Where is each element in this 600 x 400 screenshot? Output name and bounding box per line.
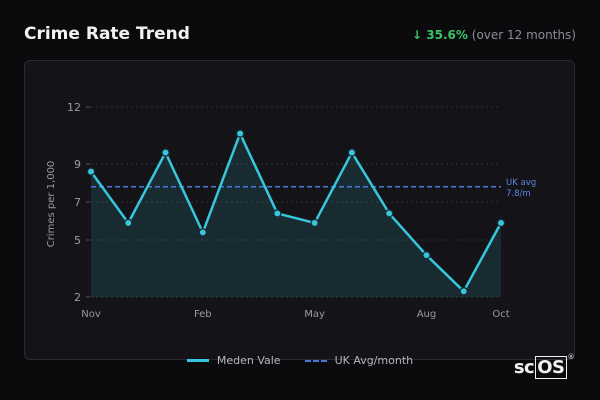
data-point bbox=[86, 167, 96, 176]
data-point bbox=[198, 228, 208, 237]
y-tick-label: 12 bbox=[67, 101, 81, 114]
y-tick-label: 9 bbox=[74, 158, 81, 171]
chart-panel bbox=[24, 60, 575, 360]
reference-label: UK avg bbox=[506, 178, 536, 188]
legend-item-series[interactable]: Meden Vale bbox=[186, 354, 281, 367]
legend-swatch-reference bbox=[304, 359, 327, 362]
data-point bbox=[273, 209, 282, 218]
legend-swatch-series bbox=[186, 359, 209, 362]
legend-label-series: Meden Vale bbox=[216, 354, 281, 367]
data-point bbox=[496, 218, 506, 228]
x-tick-label: May bbox=[304, 309, 325, 320]
y-axis-label: Crimes per 1,000 bbox=[46, 161, 57, 248]
brand-logo: sc OS ® bbox=[513, 353, 574, 379]
data-point bbox=[161, 148, 170, 157]
data-point bbox=[310, 218, 319, 228]
data-point bbox=[384, 209, 394, 218]
x-tick-label: Oct bbox=[492, 309, 509, 320]
x-tick-label: Aug bbox=[417, 309, 437, 320]
y-tick-label: 7 bbox=[74, 196, 81, 209]
data-point bbox=[124, 218, 133, 228]
down-arrow-icon: ↓ bbox=[412, 28, 423, 42]
legend: Meden Vale UK Avg/month bbox=[0, 354, 600, 367]
x-tick-label: Nov bbox=[81, 309, 101, 320]
reference-value-label: 7.8/m bbox=[506, 189, 531, 199]
chart-title: Crime Rate Trend bbox=[24, 24, 190, 44]
data-point bbox=[235, 129, 245, 138]
y-tick-label: 2 bbox=[74, 291, 81, 304]
data-point bbox=[459, 287, 468, 296]
change-indicator: ↓ 35.6% (over 12 months) bbox=[412, 28, 576, 42]
legend-item-reference[interactable]: UK Avg/month bbox=[304, 354, 414, 367]
x-tick-label: Feb bbox=[194, 309, 212, 320]
change-percent: ↓ 35.6% bbox=[412, 28, 468, 42]
data-point bbox=[422, 250, 431, 260]
change-period: (over 12 months) bbox=[471, 28, 576, 42]
legend-label-reference: UK Avg/month bbox=[334, 354, 414, 367]
y-tick-label: 5 bbox=[74, 234, 81, 247]
data-point bbox=[347, 148, 357, 157]
series-area bbox=[91, 133, 501, 297]
series-line bbox=[89, 132, 503, 293]
